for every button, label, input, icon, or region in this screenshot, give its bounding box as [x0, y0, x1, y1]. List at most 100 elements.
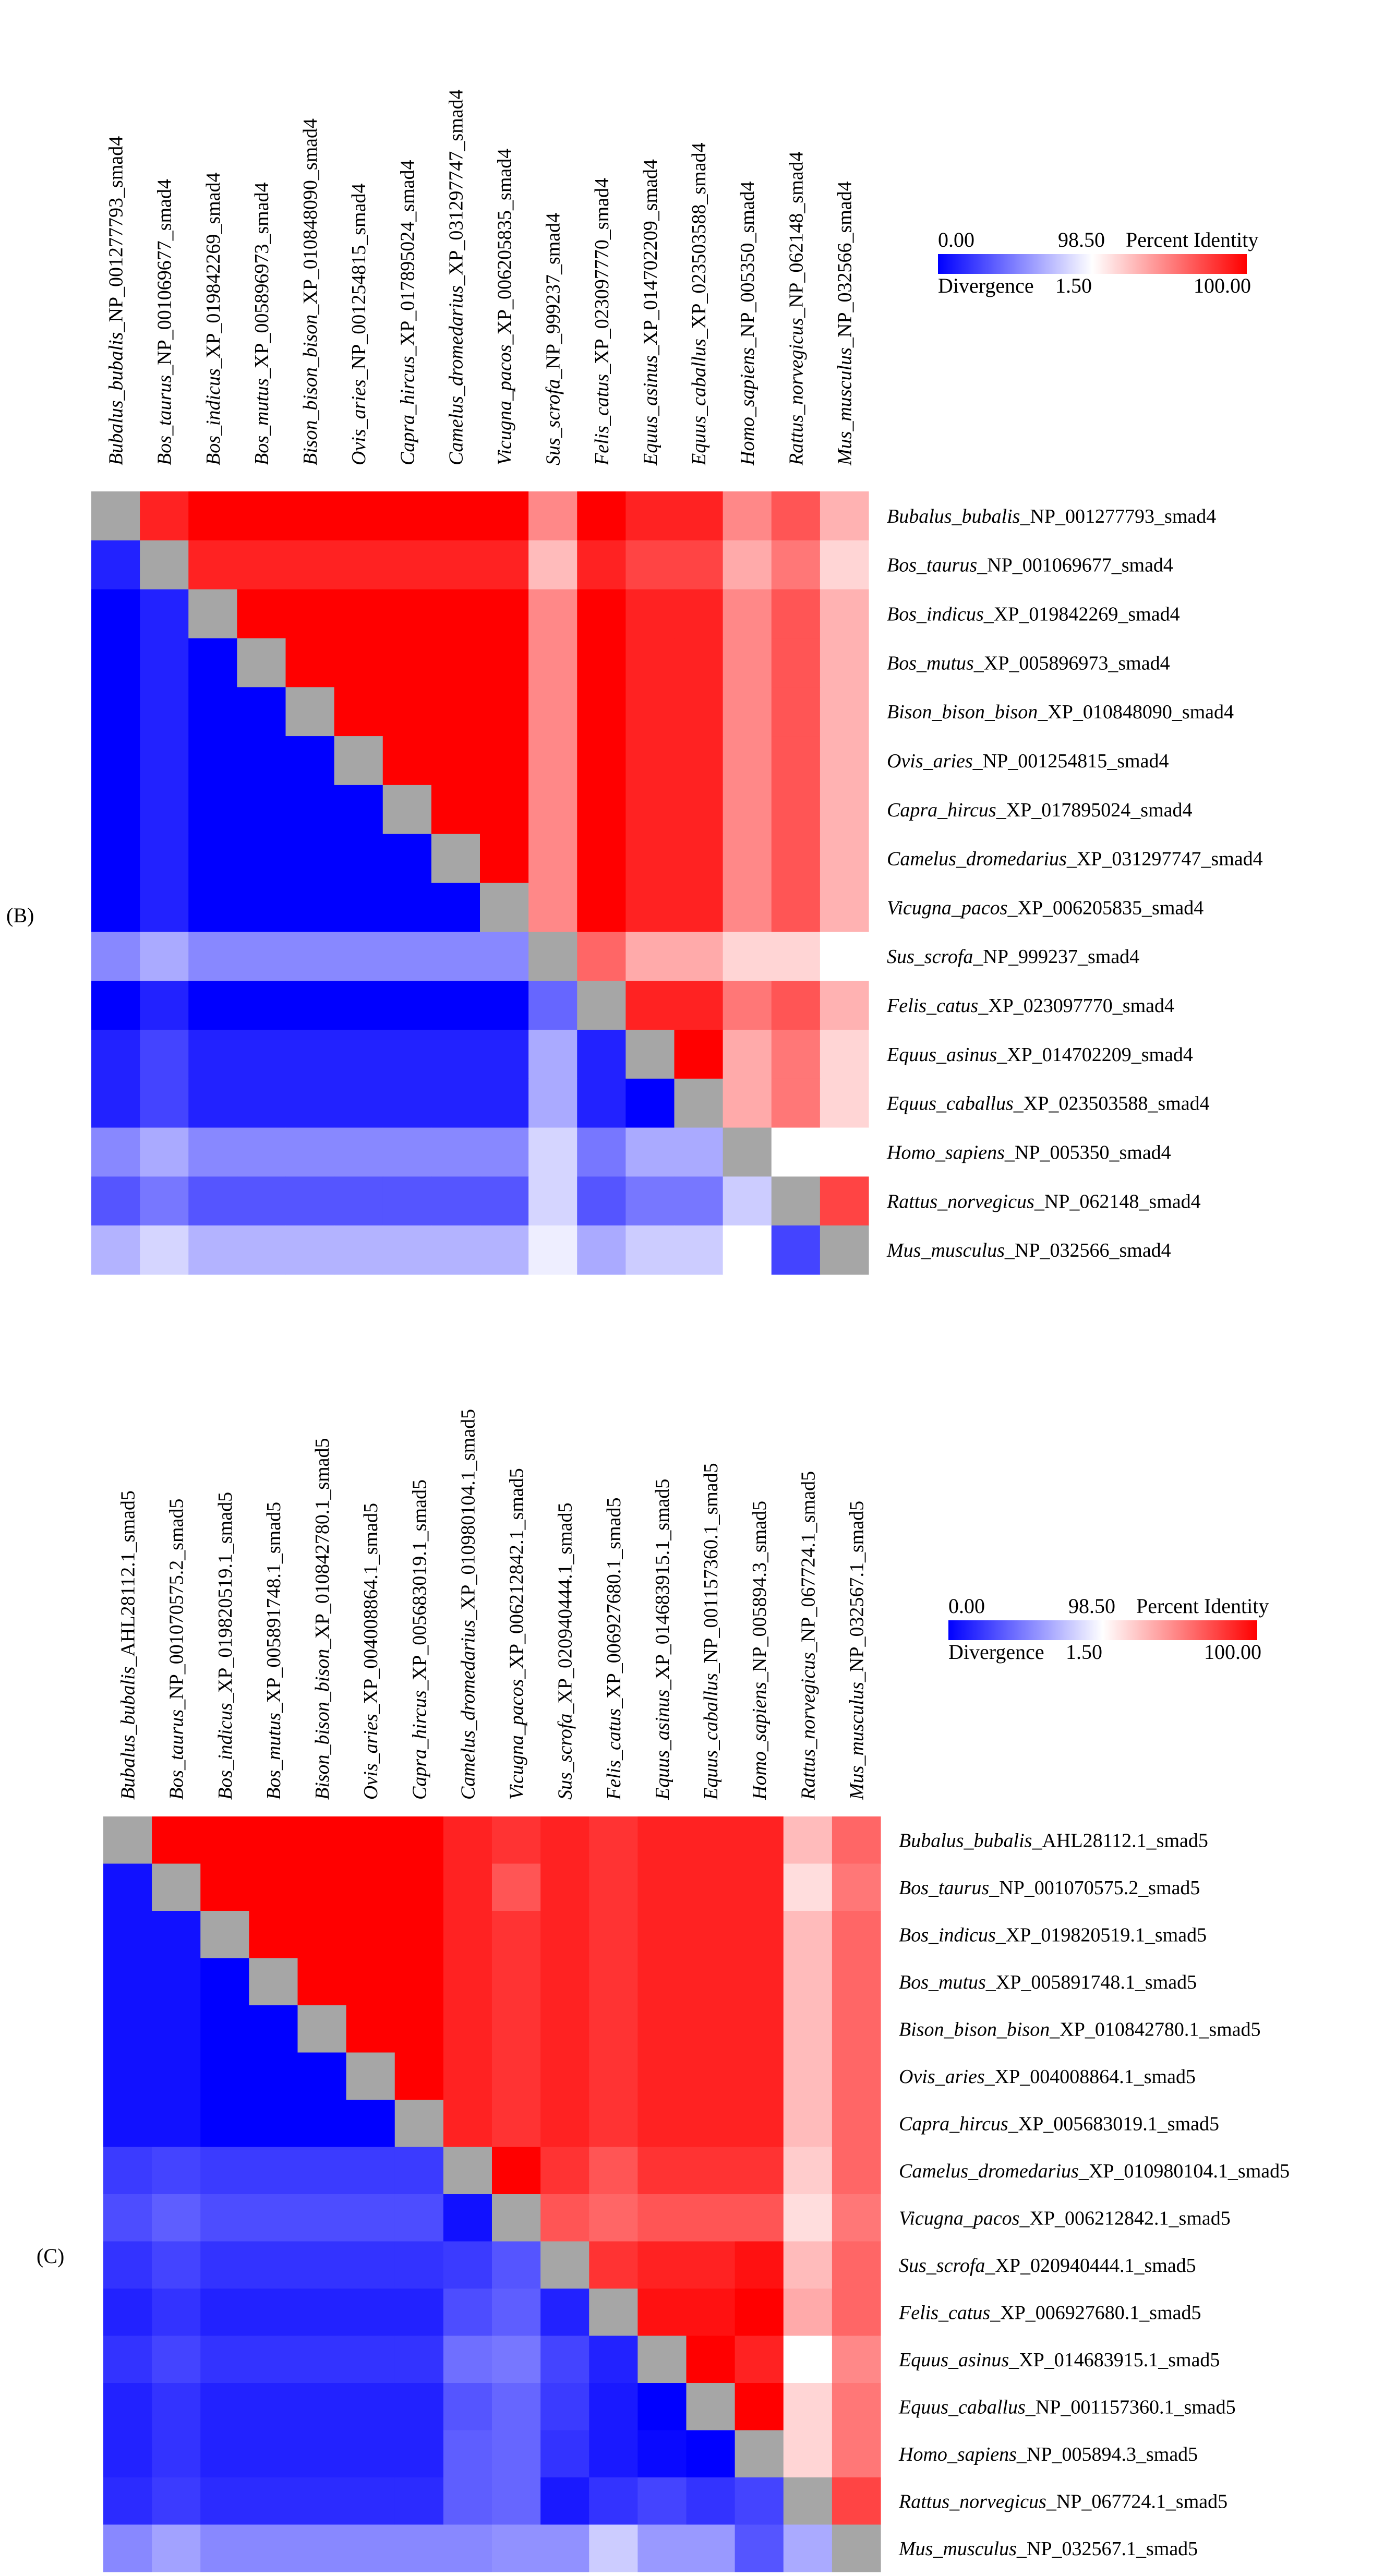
species-name: Vicugna_pacos — [506, 1679, 528, 1800]
heatmap-divergence-cell — [91, 589, 140, 639]
species-label: Bos_indicus_XP_019820519.1_smad5 — [899, 1924, 1207, 1946]
heatmap-divergence-cell — [492, 2430, 541, 2478]
heatmap-identity-cell — [443, 1863, 492, 1911]
heatmap-divergence-cell — [480, 932, 529, 981]
species-name: Capra_hircus — [408, 1690, 430, 1800]
accession-id: _NP_005350_smad4 — [1004, 1141, 1171, 1163]
heatmap-identity-cell — [735, 2005, 784, 2053]
heatmap-identity-cell — [285, 540, 335, 590]
accession-id: _NP_032567.1_smad5 — [1016, 2538, 1198, 2560]
heatmap-identity-cell — [723, 638, 772, 688]
heatmap-identity-cell — [783, 2383, 833, 2431]
heatmap-identity-cell — [832, 2100, 881, 2148]
species-name: Rattus_norvegicus — [785, 318, 807, 466]
heatmap-identity-cell — [492, 1958, 541, 2006]
accession-id: _XP_019820519.1_smad5 — [214, 1492, 236, 1703]
heatmap-divergence-cell — [140, 736, 189, 786]
accession-id: _NP_005894.3_smad5 — [749, 1501, 771, 1682]
accession-id: _XP_019842269_smad4 — [983, 604, 1180, 625]
accession-id: _XP_005891748.1_smad5 — [263, 1502, 285, 1713]
heatmap-identity-cell — [674, 491, 724, 541]
species-label: Vicugna_pacos_XP_006212842.1_smad5 — [506, 1468, 528, 1800]
species-name: Bison_bison_bison — [899, 2018, 1050, 2040]
heatmap-identity-cell — [443, 2052, 492, 2100]
accession-id: _XP_014702209_smad4 — [996, 1044, 1193, 1066]
species-name: Capra_hircus — [396, 356, 418, 465]
heatmap-divergence-cell — [382, 834, 432, 884]
heatmap-identity-cell — [686, 1958, 736, 2006]
heatmap-identity-cell — [540, 2194, 589, 2242]
heatmap-identity-cell — [735, 1911, 784, 1959]
heatmap-diagonal-cell — [783, 2477, 833, 2525]
heatmap-diagonal-cell — [431, 834, 480, 884]
heatmap-divergence-cell — [249, 2052, 298, 2100]
heatmap-identity-cell — [637, 1911, 687, 1959]
heatmap-identity-cell — [528, 785, 577, 835]
heatmap-identity-cell — [771, 981, 821, 1030]
heatmap-identity-cell — [771, 1029, 821, 1079]
heatmap-identity-cell — [783, 1958, 833, 2006]
species-name: Camelus_dromedarius — [899, 2160, 1079, 2182]
heatmap-identity-cell — [577, 491, 626, 541]
heatmap-divergence-cell — [200, 2383, 249, 2431]
accession-id: _XP_014702209_smad4 — [640, 159, 661, 356]
heatmap-divergence-cell — [528, 1127, 577, 1177]
accession-id: _NP_001070575.2_smad5 — [989, 1877, 1200, 1899]
species-label: Capra_hircus_XP_017895024_smad4 — [396, 160, 418, 465]
heatmap-divergence-cell — [103, 2336, 152, 2384]
species-label: Rattus_norvegicus_NP_067724.1_smad5 — [898, 2490, 1227, 2512]
species-label: Felis_catus_XP_023097770_smad4 — [591, 178, 613, 466]
heatmap-divergence-cell — [589, 2524, 638, 2572]
heatmap-identity-cell — [589, 1863, 638, 1911]
heatmap-divergence-cell — [297, 2052, 347, 2100]
heatmap-identity-cell — [735, 2241, 784, 2289]
heatmap-identity-cell — [249, 1863, 298, 1911]
species-name: Equus_asinus — [640, 355, 661, 466]
species-name: Bos_indicus — [899, 1924, 996, 1946]
heatmap-identity-cell — [249, 1816, 298, 1864]
heatmap-divergence-cell — [589, 2477, 638, 2525]
heatmap-divergence-cell — [188, 687, 237, 737]
heatmap-divergence-cell — [492, 2289, 541, 2337]
heatmap-identity-cell — [382, 687, 432, 737]
heatmap-identity-cell — [285, 491, 335, 541]
heatmap-identity-cell — [820, 1078, 869, 1128]
heatmap-divergence-cell — [771, 1225, 821, 1275]
heatmap-identity-cell — [625, 491, 675, 541]
panel-c-heatmap: Bubalus_bubalis_AHL28112.1_smad5Bos_taur… — [37, 1409, 1290, 2572]
heatmap-divergence-cell — [152, 2524, 201, 2572]
heatmap-divergence-cell — [686, 2524, 736, 2572]
species-name: Homo_sapiens — [898, 2443, 1017, 2465]
heatmap-divergence-cell — [334, 1078, 383, 1128]
heatmap-divergence-cell — [249, 2524, 298, 2572]
heatmap-divergence-cell — [540, 2289, 589, 2337]
heatmap-divergence-cell — [249, 2477, 298, 2525]
heatmap-identity-cell — [674, 932, 724, 981]
accession-id: _XP_031297747_smad4 — [445, 89, 467, 286]
heatmap-diagonal-cell — [334, 736, 383, 786]
heatmap-divergence-cell — [140, 687, 189, 737]
heatmap-identity-cell — [832, 2052, 881, 2100]
heatmap-identity-cell — [832, 2477, 881, 2525]
heatmap-divergence-cell — [346, 2147, 395, 2195]
species-label: Bos_mutus_XP_005896973_smad4 — [251, 182, 273, 465]
heatmap-divergence-cell — [625, 1127, 675, 1177]
species-label: Bos_taurus_NP_001069677_smad4 — [154, 179, 176, 465]
heatmap-divergence-cell — [188, 932, 237, 981]
accession-id: _XP_006212842.1_smad5 — [1019, 2207, 1230, 2229]
heatmap-identity-cell — [674, 981, 724, 1030]
heatmap-diagonal-cell — [285, 687, 335, 737]
heatmap-identity-cell — [346, 1911, 395, 1959]
heatmap-identity-cell — [625, 785, 675, 835]
species-label: Capra_hircus_XP_005683019.1_smad5 — [899, 2113, 1219, 2135]
heatmap-identity-cell — [431, 687, 480, 737]
heatmap-identity-cell — [783, 2005, 833, 2053]
accession-id: _NP_062148_smad4 — [785, 151, 807, 318]
heatmap-divergence-cell — [492, 2241, 541, 2289]
species-name: Equus_caballus — [700, 1673, 722, 1800]
heatmap-identity-cell — [528, 540, 577, 590]
heatmap-identity-cell — [625, 883, 675, 932]
heatmap-divergence-cell — [103, 1958, 152, 2006]
species-label: Bubalus_bubalis_NP_001277793_smad4 — [105, 136, 127, 465]
heatmap-divergence-cell — [577, 1127, 626, 1177]
